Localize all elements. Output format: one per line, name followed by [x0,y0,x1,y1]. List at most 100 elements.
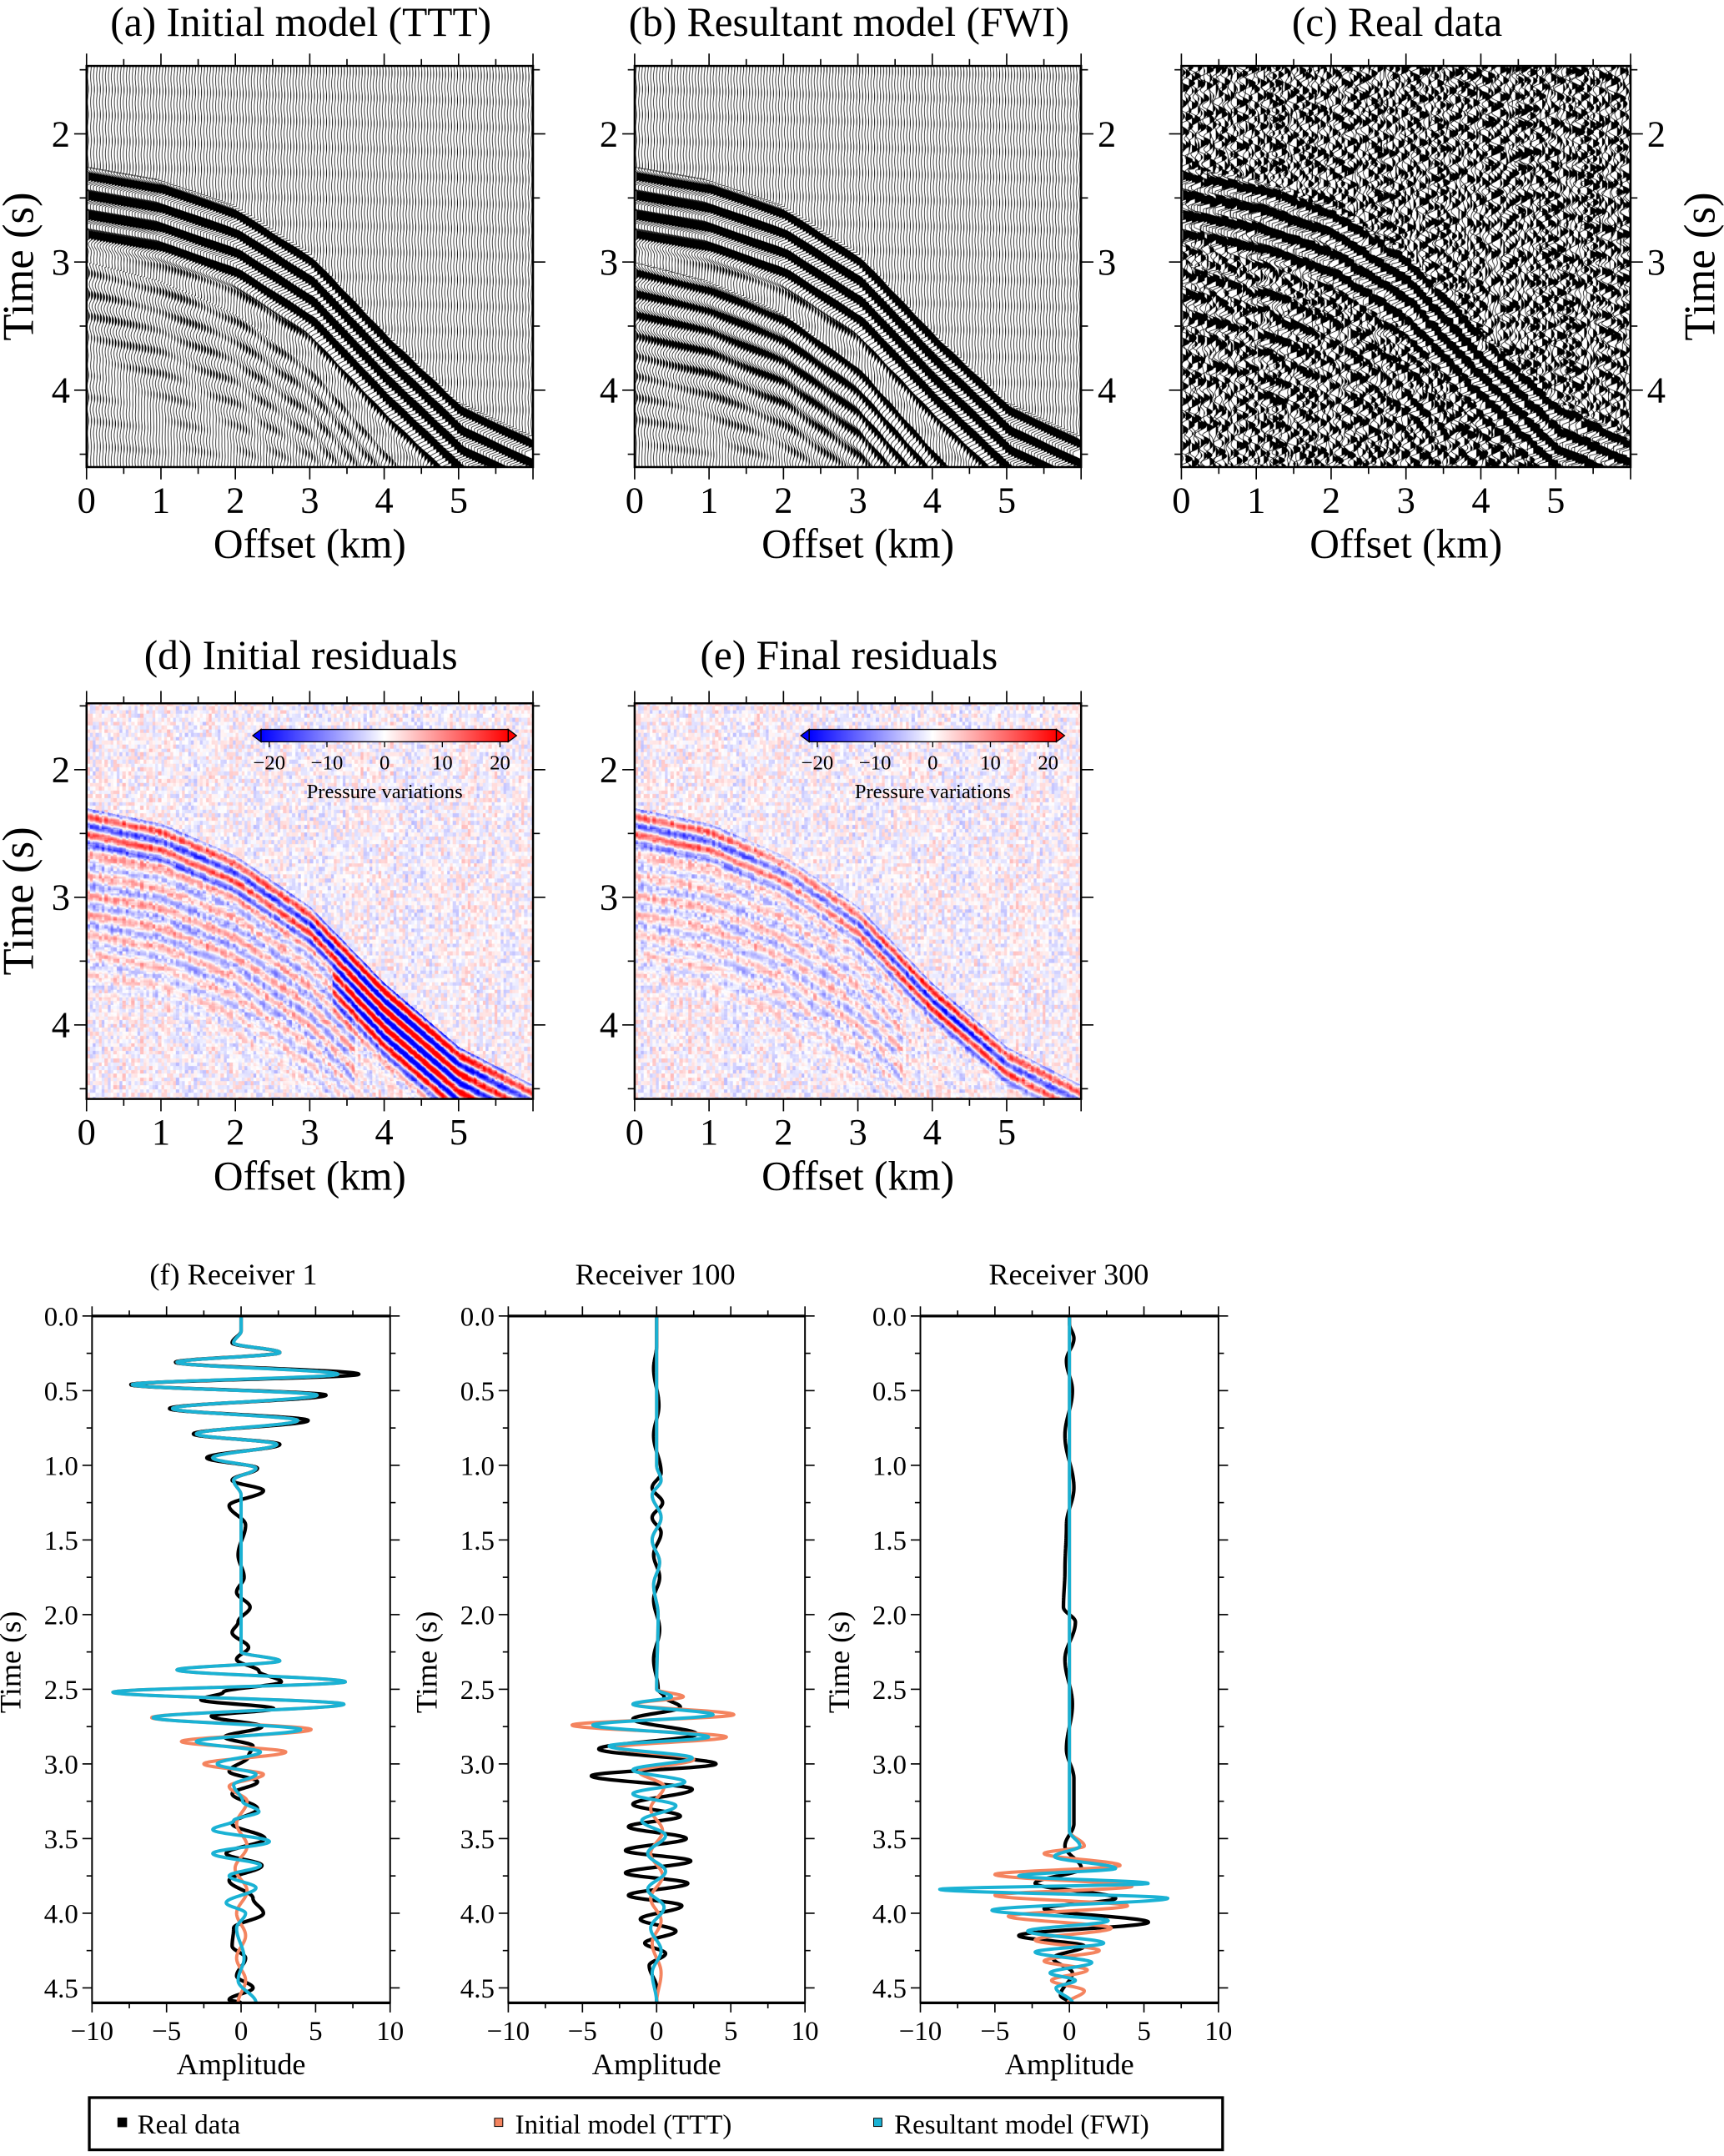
x-tick-label: 0 [234,2017,248,2047]
x-tick-label: 5 [1137,2017,1150,2047]
panel-title: (f) Receiver 1 [149,1258,317,1291]
y-axis-label: Time (s) [0,192,43,340]
x-axis-label: Offset (km) [214,521,406,567]
y-tick-label: 4.5 [872,1974,907,2004]
colorbar-tick-label: 0 [927,751,937,774]
colorbar-gradient [808,728,1058,743]
legend-label-real: Real data [138,2110,241,2140]
x-tick-label: 5 [724,2017,737,2047]
y-tick-label-right: 4 [1098,369,1116,411]
x-tick-label: 2 [1322,479,1340,520]
x-tick-label: 0 [626,1111,644,1153]
legend-swatch-real [117,2117,128,2128]
plot-frame [85,64,535,469]
y-tick-label: 2.5 [44,1676,78,1706]
colorbar-gradient [260,728,510,743]
x-tick-label: 1 [152,1111,170,1153]
y-tick-label-right: 4 [1647,369,1666,411]
x-tick-label: 0 [626,479,644,520]
x-tick-label: 4 [923,479,942,520]
colorbar-label: Pressure variations [855,781,1011,803]
panel-title: (b) Resultant model (FWI) [629,0,1069,45]
y-tick-label: 1.0 [44,1451,78,1481]
y-tick-label: 0.0 [460,1302,495,1332]
x-tick-label: 0 [78,1111,96,1153]
y-tick-label: 1.5 [460,1526,495,1556]
panel-title: Receiver 100 [576,1258,736,1291]
x-axis-label: Offset (km) [761,1153,954,1199]
y-tick-label: 4.0 [44,1899,78,1929]
x-tick-label: 2 [226,479,244,520]
seismic-gather-a [86,66,534,467]
x-tick-label: 1 [700,479,718,520]
x-tick-label: 2 [774,479,792,520]
x-tick-label: 3 [848,479,867,520]
x-tick-label: 0 [1172,479,1190,520]
x-tick-label: 5 [309,2017,322,2047]
x-tick-label: 2 [774,1111,792,1153]
y-tick-label: 0.5 [44,1377,78,1407]
x-tick-label: 3 [1397,479,1415,520]
x-axis-label: Offset (km) [214,1153,406,1199]
y-tick-label-right: 2 [1098,113,1116,154]
y-tick-label: 2.0 [460,1601,495,1631]
y-tick-label: 0.0 [44,1302,78,1332]
x-tick-label: 10 [376,2017,404,2047]
y-tick-label: 2 [600,749,618,791]
colorbar-tick-label: 10 [432,751,453,774]
plot-frame [1180,64,1632,469]
y-tick-label: 0.5 [460,1377,495,1407]
y-tick-label: 2.0 [872,1601,907,1631]
colorbar-max-arrow [507,728,518,743]
x-tick-label: −5 [568,2017,597,2047]
panel-title: (e) Final residuals [700,632,998,678]
x-tick-label: 1 [152,479,170,520]
colorbar-tick-label: 20 [490,751,510,774]
colorbar-min-arrow [251,728,262,743]
legend-label-initial: Initial model (TTT) [515,2110,732,2140]
panel-f3: −10 −5 0 5 10 0.0 0.5 1.0 1.5 2.0 2.5 3.0 3.5 4.0 4.5 A… [822,1258,1233,2081]
legend-swatch-fwi [873,2118,882,2128]
x-tick-label: 10 [792,2017,819,2047]
trace-line-resultant-model [937,1315,1170,2003]
y-tick-label: 3 [600,241,618,283]
x-tick-label: 4 [1471,479,1490,520]
y-tick-label: 3.5 [872,1825,907,1855]
x-axis-label: Amplitude [177,2048,306,2081]
seismic-gather-b [634,66,1082,467]
y-tick-label: 4.5 [44,1974,78,2004]
y-tick-label-right: 3 [1098,241,1116,283]
plot-frame [91,1314,391,2004]
y-tick-label: 2.5 [872,1676,907,1706]
x-tick-label: 4 [923,1111,942,1153]
x-tick-label: 3 [300,1111,319,1153]
legend-label-fwi: Resultant model (FWI) [894,2110,1149,2140]
y-tick-label: 4.5 [460,1974,495,2004]
plot-frame [633,64,1083,469]
panel-title: (d) Initial residuals [144,632,458,678]
trace-line-real-data [1017,1315,1151,2003]
y-tick-label: 1.5 [44,1526,78,1556]
x-tick-label: −10 [487,2017,530,2047]
y-tick-label: 3.0 [460,1750,495,1780]
x-tick-label: 10 [1204,2017,1232,2047]
panel-title: (c) Real data [1292,0,1502,45]
x-tick-label: 3 [300,479,319,520]
colorbar-max-arrow [1055,728,1066,743]
colorbar: −20 −10 0 10 20 Pressure variations [251,728,518,803]
colorbar-tick-label: 20 [1038,751,1058,774]
trace-line-resultant-model [111,1315,347,2003]
x-tick-label: −10 [899,2017,942,2047]
y-tick-label: 0.5 [872,1377,907,1407]
x-axis-label: Offset (km) [761,521,954,567]
x-tick-label: −10 [71,2017,114,2047]
panel-title: Receiver 300 [988,1258,1148,1291]
y-axis-label: Time (s) [410,1611,444,1713]
x-tick-label: −5 [152,2017,181,2047]
x-axis-label: Offset (km) [1309,521,1502,567]
panel-f1: −10 −5 0 5 10 0.0 0.5 1.0 1.5 2.0 2.5 3.0 3.5 4.0 4.5 A… [0,1258,404,2081]
x-tick-label: 5 [450,1111,468,1153]
